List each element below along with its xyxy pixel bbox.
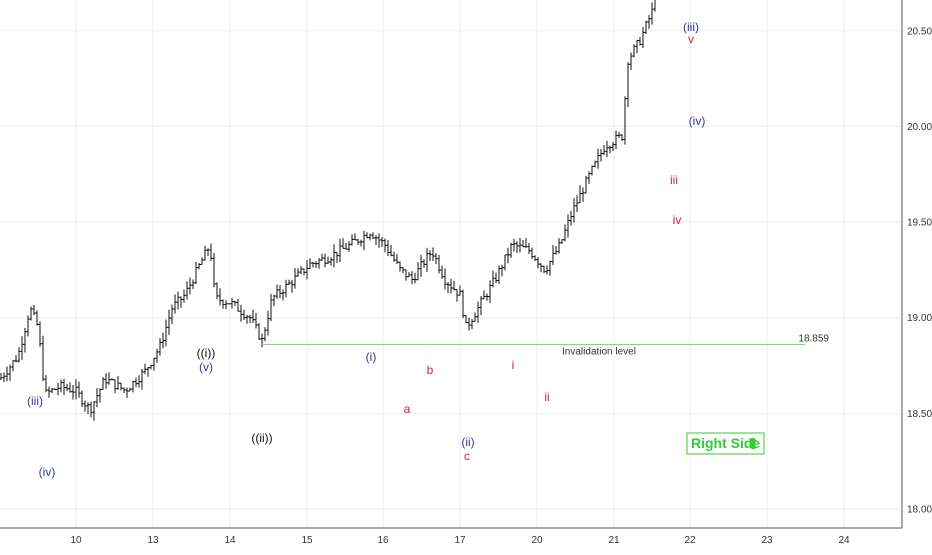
drawings: Invalidation level 18.859 Right Side⬆ <box>262 334 829 455</box>
wave-label-intermediate: (v) <box>199 360 213 374</box>
y-tick-label: 18.000 <box>907 505 932 516</box>
wave-label-intermediate: (iii) <box>683 20 699 34</box>
wave-label-minor: a <box>404 402 411 416</box>
wave-label-minor: v <box>688 32 694 46</box>
invalidation-value: 18.859 <box>798 334 829 345</box>
x-tick-label: 16 <box>377 535 389 546</box>
wave-labels: (iii)(iv)(v)((i))((ii))(i)abc(ii)iiiiiii… <box>27 20 705 479</box>
x-tick-label: 22 <box>684 535 696 546</box>
right-side-text: Right Side <box>691 435 760 451</box>
x-tick-label: 15 <box>301 535 313 546</box>
wave-label-minor: ii <box>544 390 549 404</box>
y-tick-label: 20.000 <box>907 122 932 133</box>
wave-label-minor: b <box>427 363 434 377</box>
x-tick-label: 13 <box>147 535 159 546</box>
x-tick-label: 21 <box>608 535 620 546</box>
y-tick-label: 18.500 <box>907 409 932 420</box>
wave-label-primary: ((i)) <box>197 346 216 360</box>
wave-label-intermediate: (i) <box>366 350 377 364</box>
x-tick-label: 20 <box>531 535 543 546</box>
x-tick-label: 24 <box>838 535 850 546</box>
x-tick-label: 17 <box>454 535 466 546</box>
wave-label-minor: i <box>512 358 515 372</box>
y-tick-label: 20.500 <box>907 26 932 37</box>
wave-label-intermediate: (iv) <box>689 114 706 128</box>
wave-label-minor: iii <box>670 173 678 187</box>
x-tick-label: 23 <box>761 535 773 546</box>
y-tick-label: 19.500 <box>907 218 932 229</box>
wave-label-primary: ((ii)) <box>251 431 272 445</box>
invalidation-label: Invalidation level <box>562 347 636 358</box>
up-arrow-icon: ⬆ <box>747 436 760 453</box>
x-tick-label: 14 <box>224 535 236 546</box>
right-side-badge <box>686 432 765 455</box>
wave-label-intermediate: (ii) <box>461 435 474 449</box>
y-tick-label: 19.000 <box>907 313 932 324</box>
wave-label-minor: iv <box>673 213 682 227</box>
wave-label-minor: c <box>464 449 470 463</box>
ohlc-bars <box>0 0 656 421</box>
x-tick-label: 10 <box>70 535 82 546</box>
wave-label-intermediate: (iii) <box>27 394 43 408</box>
grid <box>0 0 902 528</box>
wave-label-intermediate: (iv) <box>39 465 56 479</box>
